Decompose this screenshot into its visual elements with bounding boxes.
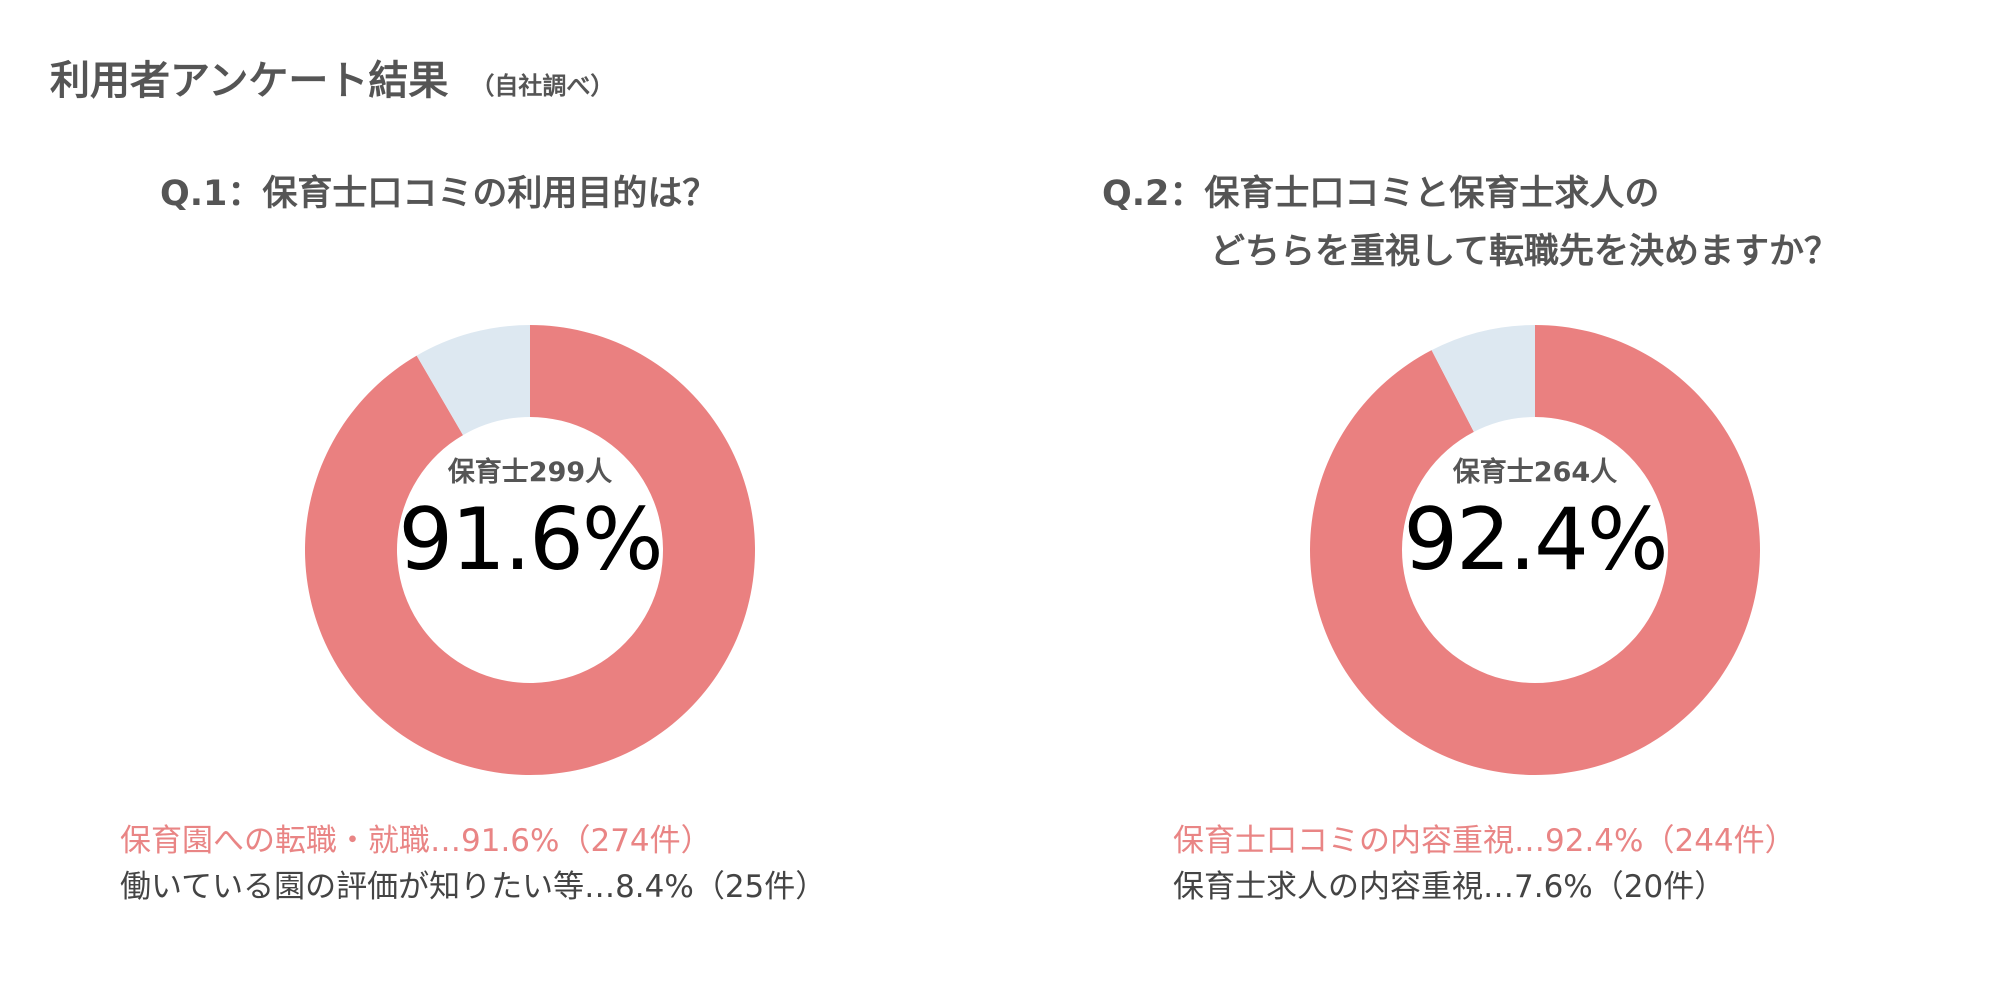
chart1-slice-2 bbox=[416, 325, 530, 436]
chart1-center-label: 保育士299人 bbox=[447, 457, 613, 488]
chart1-center-value: 91.6% bbox=[398, 490, 663, 590]
chart2-center-value: 92.4% bbox=[1403, 490, 1668, 590]
page-title: 利用者アンケート結果 （自社調べ） bbox=[50, 48, 614, 106]
chart2-legend-item-2: 保育士求人の内容重視…7.6%（20件） bbox=[1173, 869, 1726, 905]
chart1-svg bbox=[305, 325, 755, 775]
chart1-title: Q.1：保育士口コミの利用目的は？ bbox=[160, 165, 717, 223]
chart1-donut: 保育士299人 91.6% bbox=[300, 320, 760, 780]
chart2-slice-2 bbox=[1431, 325, 1535, 432]
chart1-slice-1 bbox=[305, 325, 755, 775]
page-subtitle: （自社調べ） bbox=[470, 72, 615, 100]
chart1-title-text: Q.1：保育士口コミの利用目的は？ bbox=[160, 174, 718, 214]
chart2-title: Q.2：保育士口コミと保育士求人の どちらを重視して転職先を決めますか？ bbox=[1102, 165, 1839, 281]
chart2-title-line2: どちらを重視して転職先を決めますか？ bbox=[1210, 232, 1839, 272]
chart1-legend-item-2: 働いている園の評価が知りたい等…8.4%（25件） bbox=[120, 869, 827, 905]
page-title-text: 利用者アンケート結果 bbox=[50, 58, 449, 104]
chart2-legend-item-1: 保育士口コミの内容重視…92.4%（244件） bbox=[1173, 823, 1796, 859]
chart2-title-line1: Q.2：保育士口コミと保育士求人の bbox=[1102, 174, 1660, 214]
chart2-donut: 保育士264人 92.4% bbox=[1305, 320, 1765, 780]
chart2-center-label: 保育士264人 bbox=[1452, 457, 1618, 488]
chart2-slice-1 bbox=[1310, 325, 1760, 775]
chart2-svg bbox=[1310, 325, 1760, 775]
chart1-legend: 保育園への転職・就職…91.6%（274件） 働いている園の評価が知りたい等…8… bbox=[120, 818, 826, 910]
chart1-legend-item-1: 保育園への転職・就職…91.6%（274件） bbox=[120, 823, 712, 859]
chart2-legend: 保育士口コミの内容重視…92.4%（244件） 保育士求人の内容重視…7.6%（… bbox=[1173, 818, 1796, 910]
